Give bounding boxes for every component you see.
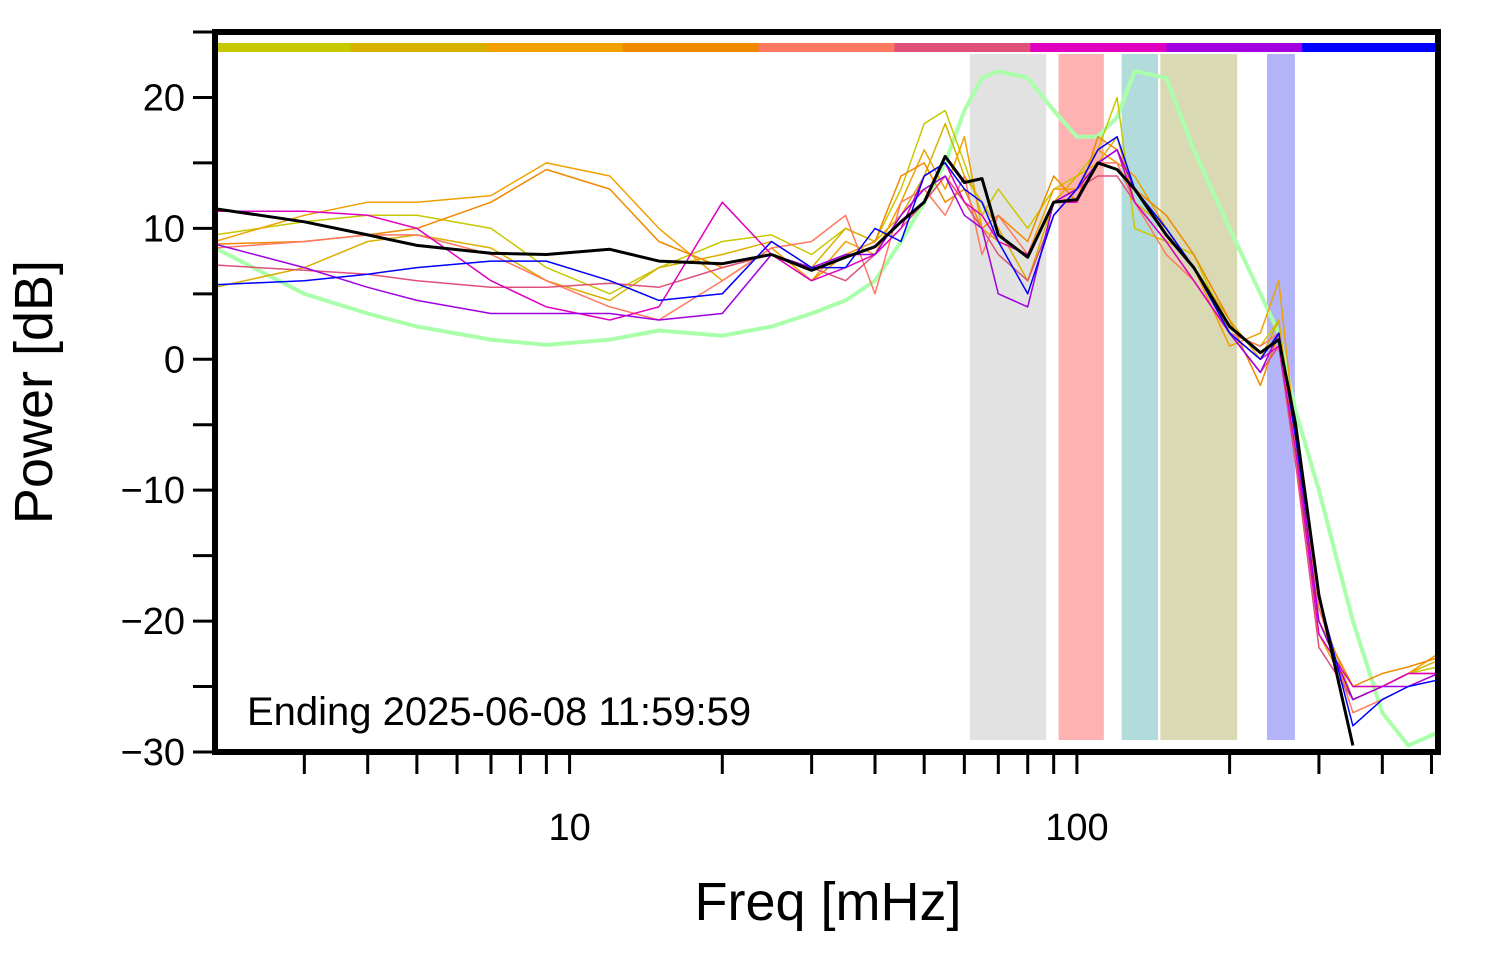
series-line — [215, 135, 1438, 701]
x-tick-label: 100 — [1045, 807, 1108, 849]
y-tick-label: −10 — [121, 470, 185, 512]
series-line — [215, 135, 1438, 688]
color-bar-segment — [215, 43, 352, 52]
x-axis-label: Freq [mHz] — [694, 872, 961, 932]
series-line — [215, 69, 1438, 748]
color-bar-segment — [350, 43, 488, 52]
bands — [969, 54, 1295, 740]
color-bar — [215, 43, 1439, 52]
series-line — [215, 149, 1438, 701]
plot-frame — [212, 29, 1441, 755]
axes: −30 −20 −10 0 10 20 10 100 — [121, 30, 1433, 849]
y-tick-label: 20 — [143, 77, 185, 119]
lines — [215, 69, 1438, 748]
series-line — [215, 162, 1438, 714]
color-bar-segment — [894, 43, 1031, 52]
band — [1121, 54, 1158, 740]
band — [1058, 54, 1104, 740]
color-bar-segment — [486, 43, 624, 52]
color-bar-segment — [1030, 43, 1167, 52]
series-line — [215, 135, 1438, 727]
color-bar-segment — [1166, 43, 1303, 52]
y-tick-label: 0 — [164, 339, 185, 381]
series-line — [215, 96, 1438, 688]
series-line — [215, 149, 1438, 688]
y-tick-label: 10 — [143, 208, 185, 250]
y-axis-label: Power [dB] — [4, 260, 64, 524]
series-line — [215, 175, 1438, 701]
color-bar-segment — [1302, 43, 1439, 52]
y-tick-label: −30 — [121, 732, 185, 774]
color-bar-segment — [758, 43, 895, 52]
series-line — [215, 122, 1438, 701]
series-line — [215, 154, 1355, 746]
color-bar-segment — [622, 43, 760, 52]
x-tick-label: 10 — [548, 807, 590, 849]
band — [1160, 54, 1238, 740]
annotation: Ending 2025-06-08 11:59:59 — [247, 690, 751, 734]
y-tick-label: −20 — [121, 601, 185, 643]
band — [969, 54, 1047, 740]
